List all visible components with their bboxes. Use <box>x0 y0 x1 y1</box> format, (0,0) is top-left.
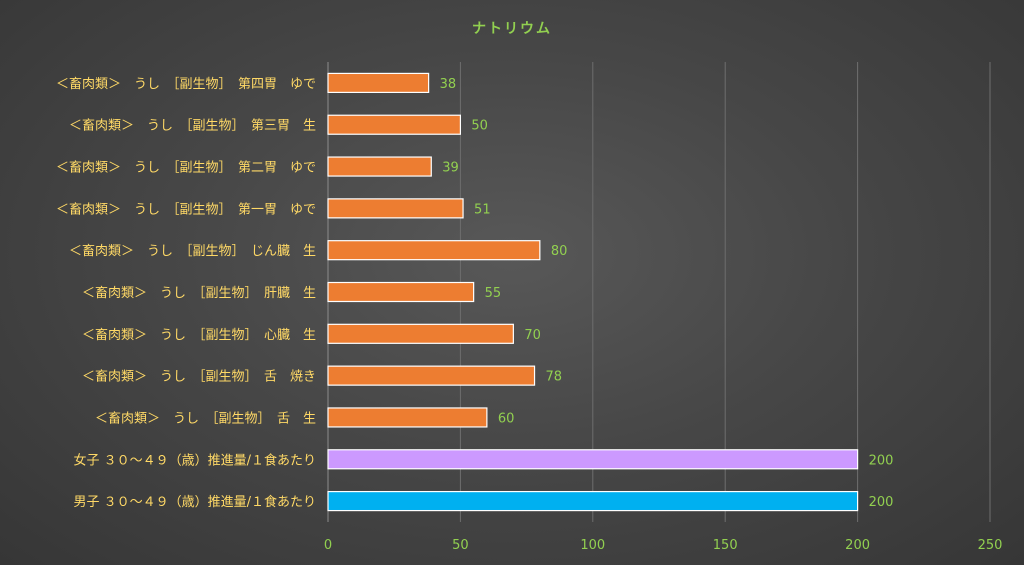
category-labels: ＜畜肉類＞ うし ［副生物］ 第四胃 ゆで ＜畜肉類＞ うし ［副生物］ 第三胃 … <box>56 76 316 510</box>
data-label: 55 <box>485 286 502 301</box>
x-axis-ticks: 0 50 100 150 200 250 <box>324 538 1003 553</box>
bar <box>327 323 514 344</box>
category-label: 男子 ３０～４９（歳）推進量/１食あたり <box>73 494 316 510</box>
category-label: 女子 ３０～４９（歳）推進量/１食あたり <box>73 452 316 468</box>
x-tick-label: 250 <box>978 538 1003 553</box>
data-labels: 38 50 39 51 80 55 70 78 60 200 200 <box>440 77 894 510</box>
category-label: ＜畜肉類＞ うし ［副生物］ じん臓 生 <box>69 243 316 259</box>
category-label: ＜畜肉類＞ うし ［副生物］ 第二胃 ゆで <box>56 160 316 176</box>
data-label: 78 <box>546 370 563 385</box>
data-label: 51 <box>474 202 491 217</box>
bar <box>327 114 461 135</box>
bar <box>327 198 464 219</box>
bar <box>327 156 432 177</box>
category-label: ＜畜肉類＞ うし ［副生物］ 心臓 生 <box>82 327 316 343</box>
category-label: ＜畜肉類＞ うし ［副生物］ 舌 焼き <box>82 369 316 385</box>
bar <box>327 365 536 386</box>
category-label: ＜畜肉類＞ うし ［副生物］ 第四胃 ゆで <box>56 76 316 92</box>
data-label: 38 <box>440 77 457 92</box>
data-label: 70 <box>524 328 541 343</box>
bar <box>327 240 541 261</box>
x-tick-label: 150 <box>713 538 738 553</box>
data-label: 60 <box>498 411 515 426</box>
bar <box>327 407 488 428</box>
data-label: 80 <box>551 244 568 259</box>
bar <box>327 281 475 303</box>
bars <box>327 72 859 512</box>
category-label: ＜畜肉類＞ うし ［副生物］ 舌 生 <box>95 410 316 426</box>
data-label: 200 <box>869 453 894 468</box>
bar <box>327 449 859 470</box>
category-label: ＜畜肉類＞ うし ［副生物］ 第一胃 ゆで <box>56 201 316 217</box>
data-label: 50 <box>471 119 488 134</box>
x-tick-label: 100 <box>580 538 605 553</box>
bar <box>327 72 430 94</box>
category-label: ＜畜肉類＞ うし ［副生物］ 第三胃 生 <box>69 118 316 134</box>
x-tick-label: 200 <box>845 538 870 553</box>
category-label: ＜畜肉類＞ うし ［副生物］ 肝臓 生 <box>82 285 316 301</box>
data-label: 39 <box>442 161 459 176</box>
chart-title: ナトリウム <box>472 21 552 37</box>
x-tick-label: 0 <box>324 538 332 553</box>
bar <box>327 490 859 512</box>
x-tick-label: 50 <box>452 538 469 553</box>
data-label: 200 <box>869 495 894 510</box>
